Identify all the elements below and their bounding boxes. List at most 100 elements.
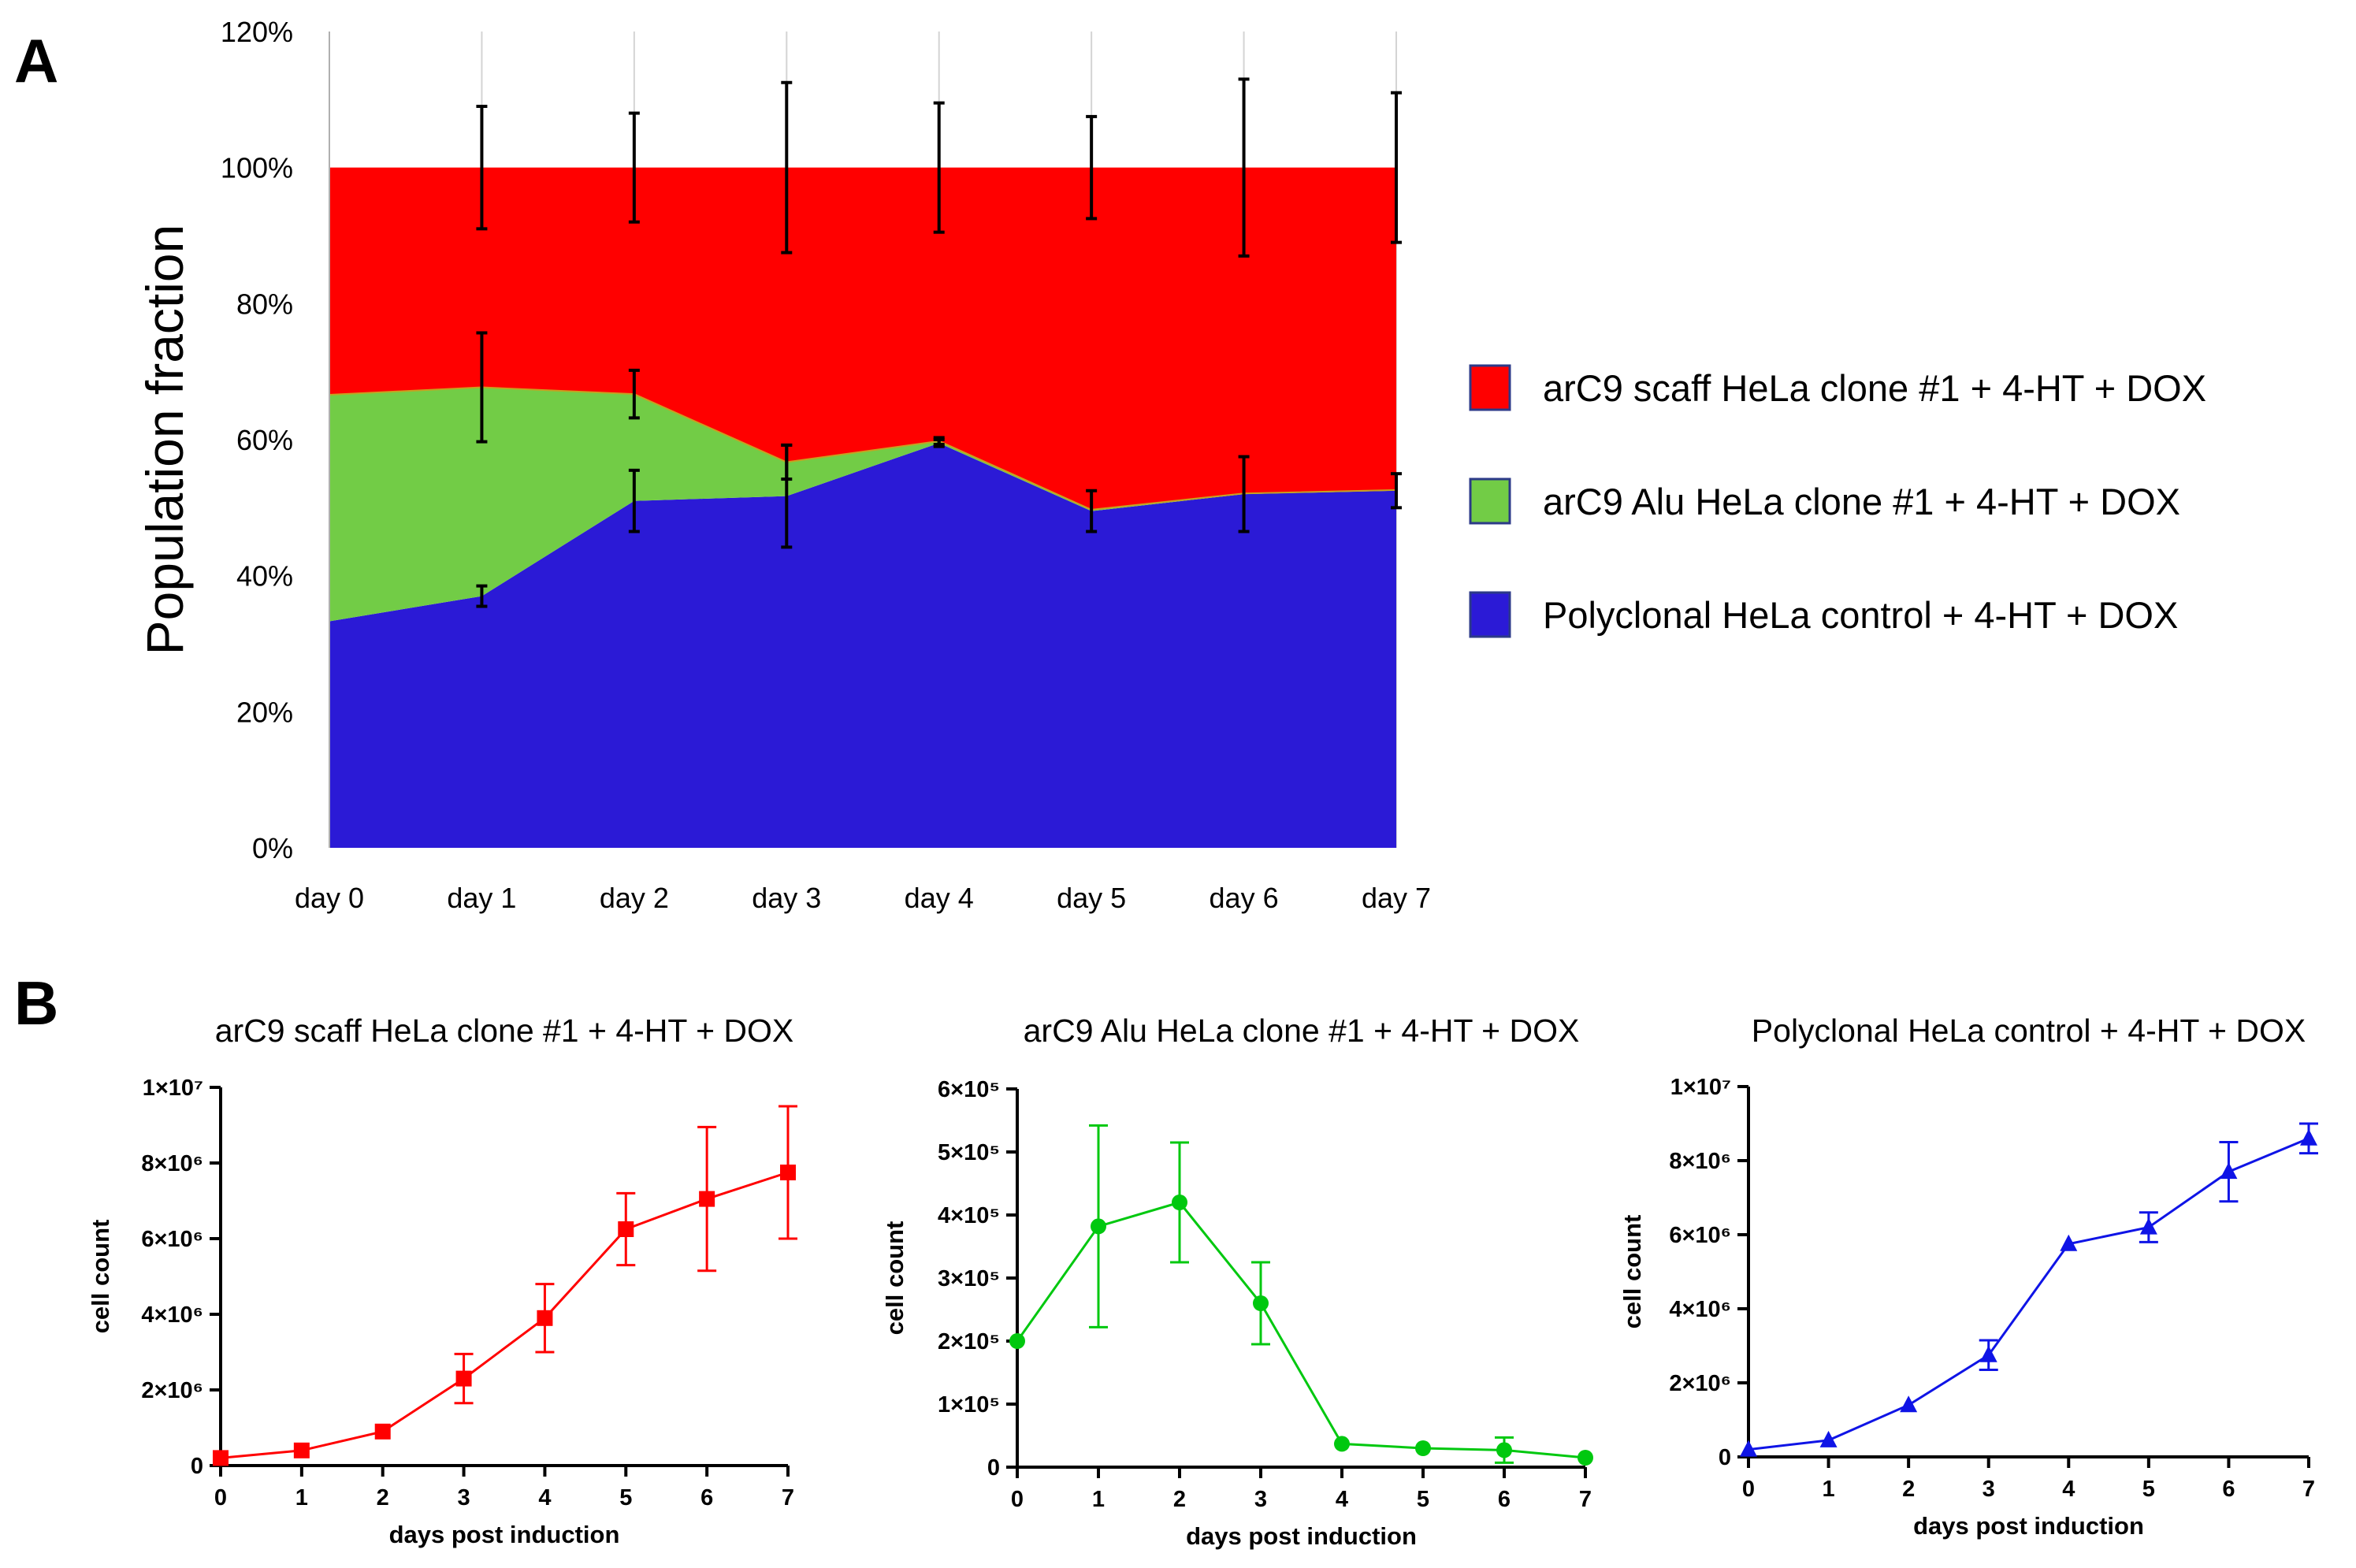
area-series-1 — [329, 443, 1396, 848]
x-tick-label: 0 — [214, 1485, 227, 1510]
y-tick-label: 8×10⁶ — [141, 1151, 203, 1176]
y-tick-label: 6×10⁵ — [938, 1077, 1000, 1102]
x-tick-label: day 1 — [447, 882, 516, 914]
y-tick-label: 60% — [236, 424, 293, 456]
y-tick-label: 40% — [236, 560, 293, 593]
data-point — [1577, 1450, 1593, 1466]
y-tick-label: 100% — [221, 152, 293, 184]
data-point — [374, 1423, 391, 1440]
x-tick-label: day 4 — [905, 882, 974, 914]
data-point — [213, 1450, 229, 1466]
data-point — [1740, 1440, 1757, 1457]
y-tick-label: 0 — [191, 1454, 203, 1479]
x-tick-label: 7 — [2302, 1477, 2315, 1502]
y-axis-label: cell count — [881, 1221, 909, 1336]
data-point — [1415, 1440, 1431, 1456]
y-tick-label: 3×10⁵ — [938, 1266, 1000, 1291]
x-tick-label: day 2 — [600, 882, 669, 914]
data-point — [293, 1442, 310, 1458]
data-point — [1334, 1436, 1350, 1452]
x-tick-label: 0 — [1742, 1477, 1755, 1502]
legend-label: Polyclonal HeLa control + 4-HT + DOX — [1543, 594, 2178, 636]
x-tick-label: day 7 — [1362, 882, 1431, 914]
area-series-2 — [329, 387, 1396, 622]
y-axis-label: cell count — [87, 1220, 114, 1334]
x-tick-label: 4 — [1336, 1487, 1348, 1512]
series-line — [220, 1171, 789, 1459]
series-line — [1748, 1137, 2310, 1451]
area-boundary-line — [329, 386, 1397, 511]
y-tick-label: 5×10⁵ — [938, 1140, 1000, 1165]
legend-swatch — [1469, 591, 1511, 638]
y-tick-label: 1×10⁷ — [1670, 1075, 1731, 1100]
panel-a-label: A — [14, 26, 58, 95]
data-point — [1496, 1442, 1512, 1458]
area-series-3 — [329, 167, 1396, 510]
data-point — [2060, 1234, 2078, 1251]
x-tick-label: 2 — [377, 1485, 389, 1510]
y-tick-label: 4×10⁶ — [1669, 1297, 1731, 1322]
legend-label: arC9 scaff HeLa clone #1 + 4-HT + DOX — [1543, 367, 2206, 409]
data-point — [2139, 1217, 2157, 1235]
x-tick-label: 6 — [700, 1485, 713, 1510]
y-tick-label: 0% — [252, 832, 293, 864]
y-tick-label: 6×10⁶ — [141, 1227, 203, 1252]
line-chart-scaff: arC9 scaff HeLa clone #1 + 4-HT + DOX 0 2×… — [87, 1013, 797, 1548]
x-tick-label: 6 — [2222, 1477, 2235, 1502]
x-tick-label: day 0 — [295, 882, 364, 914]
stacked-area-chart: 0% 20% 40% 60% 80% 100% 120% day 0 day 1 day 2 day… — [136, 16, 1431, 914]
x-tick-label: 3 — [1254, 1487, 1267, 1512]
x-tick-label: day 3 — [752, 882, 821, 914]
data-point — [1009, 1333, 1025, 1349]
y-tick-label: 0 — [987, 1455, 1000, 1481]
x-tick-label: 3 — [458, 1485, 470, 1510]
series-line — [1016, 1201, 1586, 1459]
x-axis-label: days post induction — [389, 1521, 620, 1548]
y-tick-label: 1×10⁷ — [143, 1076, 203, 1101]
data-point — [1253, 1295, 1269, 1311]
line-chart-alu: arC9 Alu HeLa clone #1 + 4-HT + DOX 0 1×10… — [881, 1013, 1593, 1550]
legend-label: arC9 Alu HeLa clone #1 + 4-HT + DOX — [1543, 481, 2180, 522]
y-axis-label: Population fraction — [136, 225, 194, 656]
y-tick-label: 0 — [1719, 1445, 1731, 1470]
data-point — [1979, 1345, 1997, 1362]
x-tick-label: 5 — [619, 1485, 632, 1510]
y-tick-label: 80% — [236, 288, 293, 320]
data-point — [699, 1191, 715, 1207]
panel-b-label: B — [14, 968, 58, 1038]
y-tick-label: 4×10⁶ — [141, 1302, 203, 1328]
y-tick-label: 1×10⁵ — [938, 1392, 1000, 1418]
x-tick-label: 7 — [782, 1485, 794, 1510]
x-tick-label: 2 — [1173, 1487, 1186, 1512]
y-tick-label: 4×10⁵ — [938, 1203, 1000, 1228]
x-tick-label: 0 — [1011, 1487, 1024, 1512]
data-point — [618, 1221, 634, 1237]
data-point — [2220, 1162, 2238, 1180]
x-tick-label: 4 — [2062, 1477, 2075, 1502]
x-axis-label: days post induction — [1913, 1512, 2144, 1540]
x-tick-label: 3 — [1983, 1477, 1995, 1502]
x-tick-label: 7 — [1579, 1487, 1592, 1512]
chart-legend: arC9 scaff HeLa clone #1 + 4-HT + DOX arC… — [1469, 364, 2206, 638]
y-tick-label: 120% — [221, 16, 293, 48]
chart-title: arC9 Alu HeLa clone #1 + 4-HT + DOX — [1024, 1013, 1580, 1049]
y-tick-label: 8×10⁶ — [1669, 1149, 1731, 1174]
x-tick-label: 1 — [295, 1485, 308, 1510]
data-point — [1819, 1430, 1838, 1447]
y-tick-label: 2×10⁶ — [141, 1378, 203, 1403]
data-point — [455, 1370, 472, 1387]
x-tick-label: day 6 — [1210, 882, 1279, 914]
x-tick-label: day 5 — [1057, 882, 1126, 914]
legend-swatch — [1469, 364, 1511, 411]
x-tick-label: 5 — [1417, 1487, 1429, 1512]
x-axis-label: days post induction — [1186, 1522, 1417, 1550]
x-tick-label: 6 — [1498, 1487, 1511, 1512]
data-point — [2300, 1128, 2317, 1146]
x-tick-label: 4 — [538, 1485, 551, 1510]
line-chart-polyclonal: Polyclonal HeLa control + 4-HT + DOX 0 2×1… — [1618, 1013, 2318, 1540]
chart-title: Polyclonal HeLa control + 4-HT + DOX — [1752, 1013, 2306, 1049]
x-tick-label: 1 — [1823, 1477, 1835, 1502]
y-axis-label: cell count — [1618, 1215, 1646, 1329]
legend-swatch — [1469, 477, 1511, 525]
